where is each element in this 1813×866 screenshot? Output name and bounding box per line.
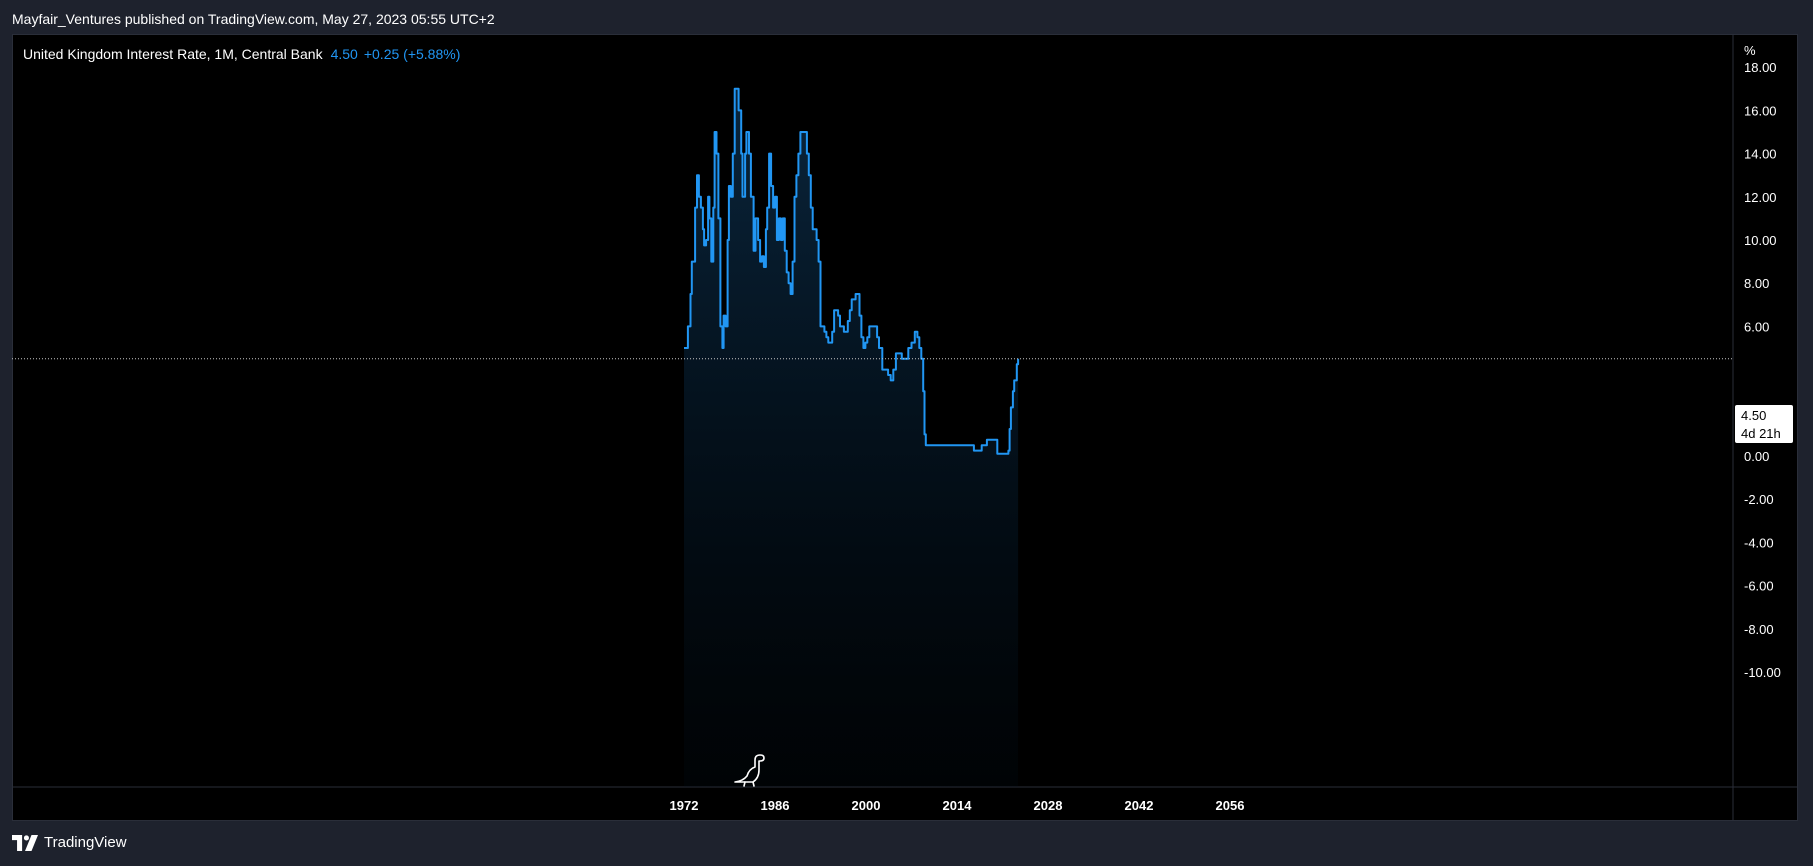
chart-symbol-title: United Kingdom Interest Rate, 1M, Centra… xyxy=(23,46,323,62)
value-change: +0.25 (+5.88%) xyxy=(363,46,461,62)
last-value: 4.50 xyxy=(330,46,358,62)
chart-legend-header: United Kingdom Interest Rate, 1M, Centra… xyxy=(23,46,460,62)
brand-footer[interactable]: TradingView xyxy=(12,834,127,851)
publish-caption: Mayfair_Ventures published on TradingVie… xyxy=(12,11,495,27)
tradingview-logo-icon xyxy=(12,834,38,851)
brand-name: TradingView xyxy=(44,834,127,851)
chart-frame[interactable] xyxy=(12,34,1798,821)
